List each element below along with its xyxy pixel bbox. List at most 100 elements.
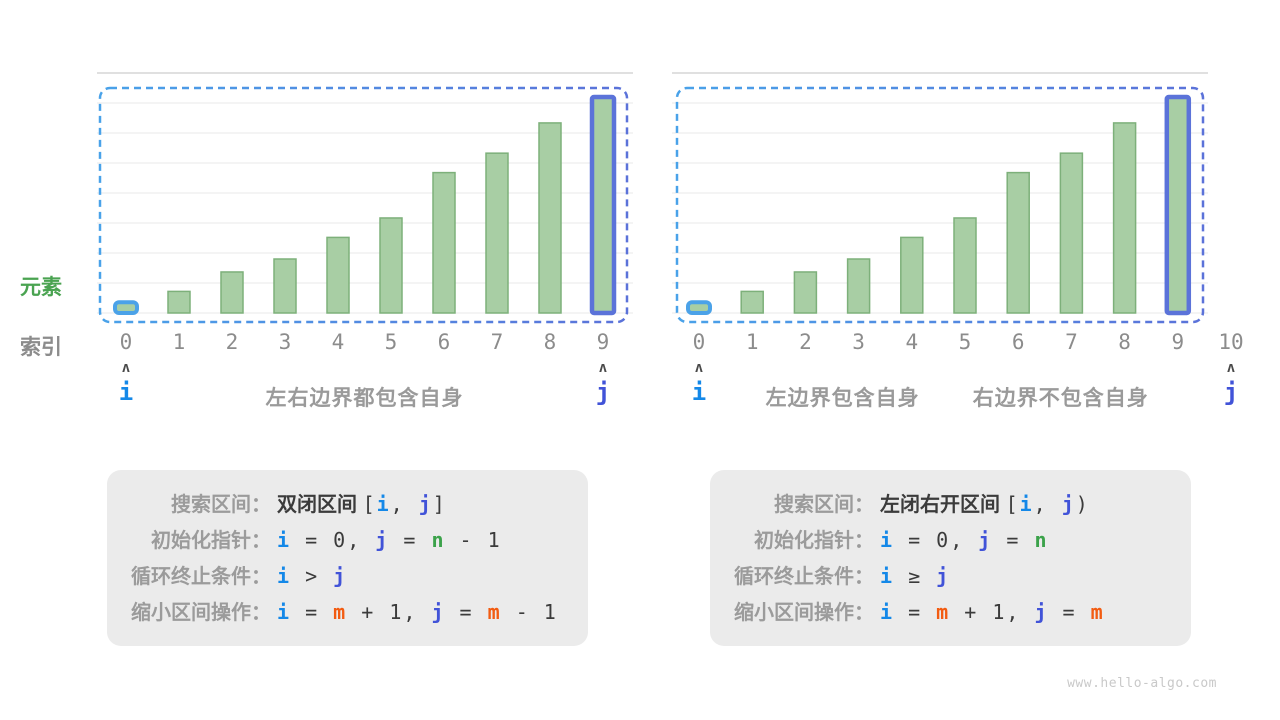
index-tick-label: 2 — [799, 330, 812, 354]
code-segment-code: [ — [1005, 492, 1020, 516]
bar — [220, 271, 244, 314]
info-box-row: 缩小区间操作： i = m + 1, j = m - 1 — [119, 594, 578, 630]
bar — [326, 236, 350, 314]
code-segment-m: m — [936, 600, 951, 624]
code-segment-j: j — [936, 564, 951, 588]
bar — [846, 258, 871, 314]
code-segment-j: j — [1034, 600, 1049, 624]
code-segment-i: i — [880, 600, 895, 624]
code-segment-code: = — [894, 600, 937, 624]
index-tick-label: 4 — [905, 330, 919, 354]
code-segment-code: = — [291, 600, 334, 624]
info-box-row-label: 初始化指针： — [151, 530, 271, 552]
code-segment-j: j — [978, 528, 993, 552]
boundary-caption: 右边界不包含自身 — [972, 387, 1149, 410]
half-open-interval-info-box: 搜索区间： 左闭右开区间 [i, j) 初始化指针： i = 0, j = n 循环终止… — [710, 470, 1191, 646]
bar — [900, 236, 924, 314]
bar — [793, 271, 818, 314]
index-tick-label: 9 — [1171, 330, 1185, 354]
index-tick-label: 0 — [692, 330, 706, 354]
code-segment-code: + 1, — [347, 600, 432, 624]
info-box-row-label: 初始化指针： — [754, 530, 874, 552]
bar — [167, 290, 191, 314]
boundary-caption: 左边界包含自身 — [765, 387, 920, 410]
index-tick-label: 4 — [331, 330, 345, 354]
pointer-arrow-icon: ʌ — [598, 360, 608, 376]
pointer-label-j: j — [1223, 378, 1239, 406]
info-box-row-value: i > j — [277, 558, 347, 595]
pointer-label-i: i — [691, 378, 707, 406]
code-segment-plain: 左闭右开区间 — [880, 494, 1006, 516]
code-segment-i: i — [277, 600, 292, 624]
index-tick-label: 1 — [745, 330, 759, 354]
bar — [953, 217, 977, 314]
code-segment-i: i — [376, 492, 391, 516]
code-segment-i: i — [277, 528, 292, 552]
info-box-row: 搜索区间： 双闭区间 [i, j] — [119, 486, 578, 522]
bar — [1112, 122, 1137, 314]
code-segment-m: m — [333, 600, 348, 624]
bar — [1006, 171, 1030, 314]
index-tick-label: 1 — [172, 330, 186, 354]
code-segment-code: > — [291, 564, 334, 588]
info-box-row: 初始化指针： i = 0, j = n — [722, 522, 1181, 558]
closed-interval-info-box: 搜索区间： 双闭区间 [i, j] 初始化指针： i = 0, j = n - 1 循环… — [107, 470, 588, 646]
code-segment-j: j — [375, 528, 390, 552]
highlighted-bar — [686, 300, 712, 315]
info-box-row: 搜索区间： 左闭右开区间 [i, j) — [722, 486, 1181, 522]
info-box-row-label: 搜索区间： — [774, 494, 874, 516]
bar — [485, 152, 509, 314]
bar — [1059, 152, 1084, 314]
code-segment-n: n — [431, 528, 446, 552]
code-segment-i: i — [880, 564, 895, 588]
watermark: www.hello-algo.com — [1067, 676, 1217, 691]
info-box-row-value: 双闭区间 [i, j] — [277, 486, 447, 523]
index-tick-label: 3 — [278, 330, 292, 354]
index-tick-label: 5 — [384, 330, 398, 354]
code-segment-j: j — [333, 564, 348, 588]
code-segment-i: i — [880, 528, 895, 552]
pointer-arrow-icon: ʌ — [694, 360, 704, 376]
code-segment-j: j — [418, 492, 433, 516]
index-axis-label: 索引 — [20, 336, 62, 359]
index-tick-label: 3 — [852, 330, 865, 354]
half-open-interval-chart: 0 1 2 3 4 5 6 7 8 9 10 ʌ i ʌ j 左边界包含自身 右边界不包含自身 — [672, 60, 1244, 430]
code-segment-plain: 双闭区间 — [277, 494, 363, 516]
bar-chart-svg — [672, 72, 1208, 324]
info-box-row-label: 搜索区间： — [171, 494, 271, 516]
code-segment-code: = — [445, 600, 488, 624]
info-box-row-value: i = 0, j = n — [880, 522, 1049, 559]
index-tick-label: 2 — [225, 330, 239, 354]
closed-interval-chart: 0 1 2 3 4 5 6 7 8 9 ʌ i ʌ j 左右边界都包含自身 — [97, 60, 637, 430]
info-box-row: 初始化指针： i = 0, j = n - 1 — [119, 522, 578, 558]
bar — [740, 290, 764, 314]
bar-chart-svg — [97, 72, 633, 324]
bar — [538, 122, 562, 314]
bar — [273, 258, 297, 314]
interval-dashed-box — [98, 86, 629, 324]
code-segment-i: i — [277, 564, 292, 588]
info-box-row: 缩小区间操作： i = m + 1, j = m — [722, 594, 1181, 630]
info-box-row-value: 左闭右开区间 [i, j) — [880, 486, 1090, 523]
code-segment-code: + 1, — [950, 600, 1035, 624]
highlighted-bar — [113, 300, 139, 315]
bar — [379, 217, 403, 314]
index-tick-label: 8 — [543, 330, 557, 354]
info-box-row-label: 缩小区间操作： — [131, 602, 271, 624]
info-box-row-label: 循环终止条件： — [131, 566, 271, 588]
info-box-row: 循环终止条件： i ≥ j — [722, 558, 1181, 594]
index-tick-label: 10 — [1218, 330, 1244, 354]
code-segment-j: j — [1061, 492, 1076, 516]
code-segment-code: [ — [362, 492, 377, 516]
code-segment-code: - 1 — [501, 600, 558, 624]
index-tick-label: 8 — [1118, 330, 1131, 354]
code-segment-code: ≥ — [894, 564, 937, 588]
info-box-row: 循环终止条件： i > j — [119, 558, 578, 594]
interval-dashed-box — [675, 86, 1205, 324]
index-tick-label: 7 — [1065, 330, 1078, 354]
code-segment-m: m — [487, 600, 502, 624]
code-segment-code: ] — [432, 492, 447, 516]
index-tick-label: 6 — [1011, 330, 1025, 354]
element-axis-label: 元素 — [20, 276, 62, 299]
